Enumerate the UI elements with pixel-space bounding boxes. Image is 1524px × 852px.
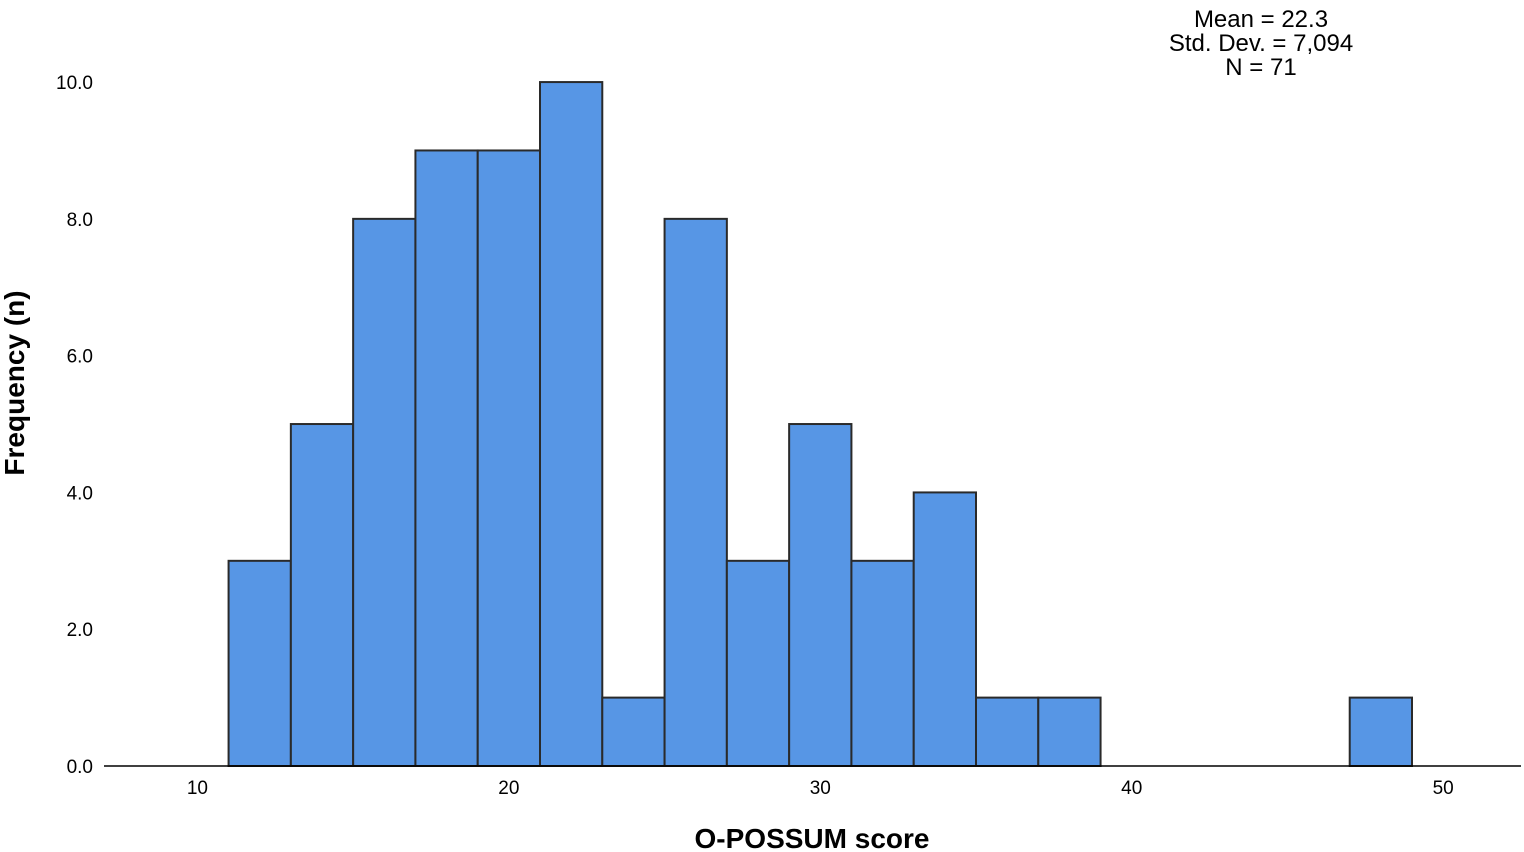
histogram-bar bbox=[1348, 696, 1413, 767]
histogram-bar bbox=[912, 491, 978, 767]
histogram-bar bbox=[1037, 696, 1102, 767]
y-tick-label: 0.0 bbox=[67, 757, 93, 778]
stat-line: N = 71 bbox=[1225, 54, 1296, 81]
x-tick-label: 50 bbox=[1433, 778, 1454, 799]
x-tick-label: 30 bbox=[810, 778, 831, 799]
histogram-bar bbox=[414, 149, 479, 767]
histogram-bar bbox=[476, 149, 542, 767]
y-tick-labels: 0.0 2.0 4.0 6.0 8.0 10.0 bbox=[56, 73, 93, 778]
stat-line: Std. Dev. = 7,094 bbox=[1169, 30, 1353, 57]
histogram-bar bbox=[975, 696, 1040, 767]
histogram-bar bbox=[788, 423, 853, 767]
y-tick-label: 6.0 bbox=[67, 347, 93, 368]
histogram-bar bbox=[227, 559, 292, 767]
x-tick-label: 10 bbox=[187, 778, 208, 799]
histogram-bar bbox=[601, 696, 666, 767]
x-axis-title: O-POSSUM score bbox=[695, 823, 930, 852]
histogram-bar bbox=[539, 81, 604, 768]
histogram-bar bbox=[352, 217, 417, 768]
histogram-bar bbox=[289, 423, 355, 767]
x-tick-labels: 10 20 30 40 50 bbox=[187, 778, 1454, 799]
histogram-bar bbox=[663, 217, 728, 768]
stat-line: Mean = 22.3 bbox=[1194, 6, 1328, 33]
x-tick-label: 20 bbox=[498, 778, 519, 799]
y-axis-title: Frequency (n) bbox=[0, 290, 30, 475]
bars-group bbox=[227, 81, 1413, 768]
y-tick-label: 2.0 bbox=[67, 620, 93, 641]
y-tick-label: 4.0 bbox=[67, 483, 93, 504]
x-tick-label: 40 bbox=[1121, 778, 1142, 799]
histogram-bar bbox=[850, 559, 915, 767]
y-tick-label: 10.0 bbox=[56, 73, 93, 94]
y-tick-label: 8.0 bbox=[67, 210, 93, 231]
histogram-bar bbox=[725, 559, 791, 767]
